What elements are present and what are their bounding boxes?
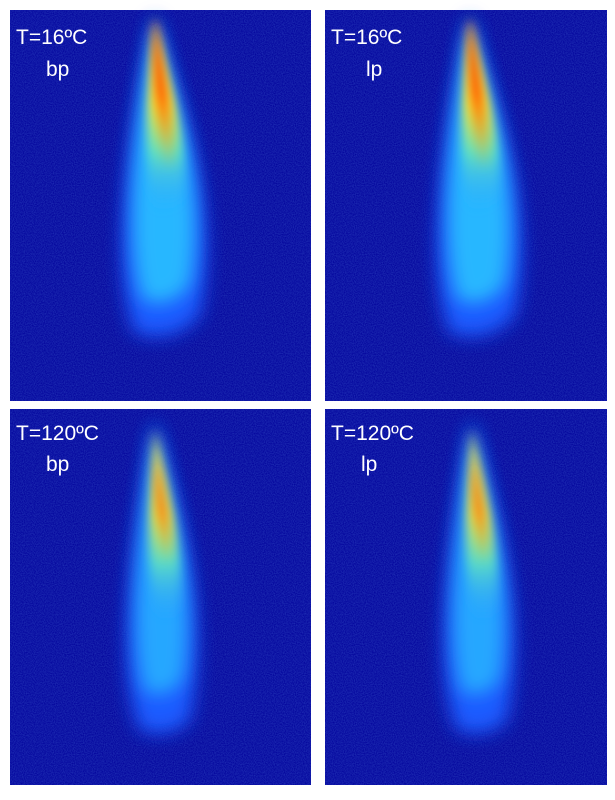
panel-temperature: T=16ºC (16, 26, 87, 49)
panel-temperature: T=120ºC (16, 422, 99, 445)
panel-mode: bp (46, 453, 69, 476)
panel-mode: lp (366, 58, 382, 81)
panel: T=16ºC lp (325, 10, 607, 401)
panel: T=120ºC bp (10, 409, 311, 785)
panel-temperature: T=120ºC (331, 422, 414, 445)
panel-mode: bp (46, 58, 69, 81)
panel: T=120ºC lp (325, 409, 607, 785)
panel: T=16ºC bp (10, 10, 311, 401)
panel-temperature: T=16ºC (331, 26, 402, 49)
panel-mode: lp (361, 453, 377, 476)
